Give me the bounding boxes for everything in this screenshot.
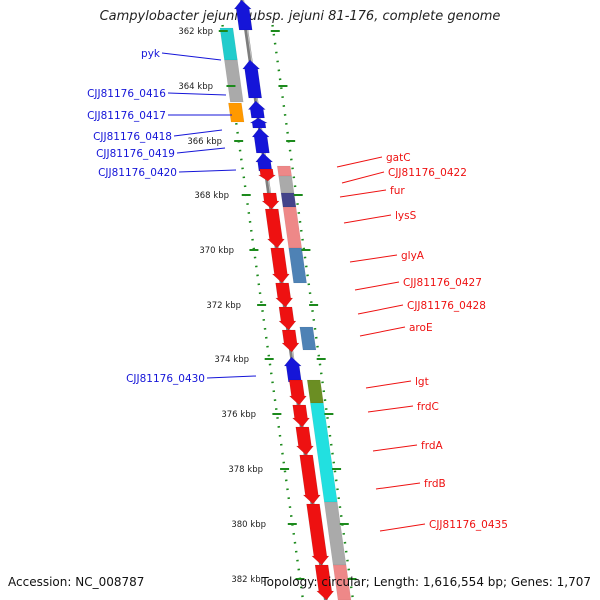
ruler-label: 380 kbp: [231, 520, 266, 530]
genome-stats-text: Topology: circular; Length: 1,616,554 bp…: [261, 575, 591, 589]
gene-label-reverse[interactable]: CJJ81176_0428: [407, 300, 486, 312]
gene-label-reverse[interactable]: aroE: [409, 322, 433, 334]
map-title: Campylobacter jejuni subsp. jejuni 81-17…: [99, 9, 501, 24]
gene-arrow-reverse: [275, 282, 294, 308]
gene-label-reverse[interactable]: glyA: [401, 250, 425, 262]
gene-arrow-forward: [242, 59, 263, 99]
feature-tracks: [219, 27, 352, 600]
gene-label-reverse[interactable]: gatC: [386, 152, 411, 164]
gene-label-reverse[interactable]: frdC: [417, 401, 439, 413]
gene-label-reverse[interactable]: lgt: [415, 376, 429, 388]
gene-label-forward[interactable]: CJJ81176_0416: [87, 88, 166, 100]
accession-text: Accession: NC_008787: [8, 575, 145, 589]
gene-label-reverse[interactable]: lysS: [395, 210, 417, 222]
gene-label-reverse[interactable]: fur: [390, 185, 405, 197]
gene-arrows: [233, 0, 335, 600]
gene-label-reverse[interactable]: CJJ81176_0427: [403, 277, 482, 289]
gene-label-forward[interactable]: CJJ81176_0420: [98, 167, 177, 179]
gene-arrow-reverse: [264, 208, 285, 249]
ruler-label: 364 kbp: [178, 82, 213, 92]
ruler-label: 366 kbp: [187, 137, 222, 147]
gene-arrow-reverse: [281, 329, 300, 353]
feature-block: [332, 564, 352, 600]
ruler: 362 kbp 364 kbp 366 kbp 368 kbp 370 kbp 372 k…: [178, 27, 357, 585]
gene-label-forward[interactable]: CJJ81176_0418: [93, 131, 172, 143]
gene-arrow-reverse: [306, 503, 330, 566]
gene-arrow-reverse: [314, 564, 335, 600]
gene-label-forward[interactable]: CJJ81176_0430: [126, 373, 205, 385]
gene-arrow-reverse: [278, 306, 297, 331]
ruler-label: 382 kbp: [231, 575, 266, 585]
feature-block: [228, 102, 245, 123]
gene-label-reverse[interactable]: CJJ81176_0435: [429, 519, 508, 531]
feature-block: [306, 379, 324, 404]
gene-arrow-reverse: [270, 247, 290, 284]
gene-arrow-forward: [283, 356, 302, 383]
ruler-label: 374 kbp: [214, 355, 249, 365]
gene-arrow-reverse: [261, 192, 280, 210]
gene-label-reverse[interactable]: CJJ81176_0422: [388, 167, 467, 179]
feature-block: [276, 165, 292, 177]
gene-arrow-forward: [255, 152, 274, 172]
feature-block: [224, 59, 244, 103]
ruler-label: 376 kbp: [221, 410, 256, 420]
feature-block: [278, 175, 295, 194]
gene-arrow-forward: [247, 100, 266, 119]
gene-arrow-forward: [249, 117, 268, 129]
gene-labels: pyk CJJ81176_0416 CJJ81176_0417 CJJ81176_04…: [87, 48, 508, 532]
feature-block: [299, 326, 317, 351]
ruler-label: 378 kbp: [228, 465, 263, 475]
gene-label-reverse[interactable]: frdA: [421, 440, 443, 452]
ruler-label: 368 kbp: [194, 191, 229, 201]
feature-block: [219, 27, 238, 61]
gene-arrow-reverse: [291, 404, 311, 428]
gene-label-forward[interactable]: CJJ81176_0417: [87, 110, 166, 122]
gene-label-forward[interactable]: pyk: [141, 48, 161, 60]
gene-arrow-reverse: [257, 168, 277, 182]
gene-arrow-forward: [233, 0, 253, 31]
feature-block: [288, 247, 307, 284]
gene-arrow-reverse: [295, 426, 314, 456]
gene-arrow-forward: [251, 127, 270, 154]
ruler-label: 370 kbp: [199, 246, 234, 256]
gene-arrow-reverse: [288, 379, 307, 406]
ruler-label: 372 kbp: [206, 301, 241, 311]
gene-arrow-reverse: [299, 454, 321, 505]
gene-label-forward[interactable]: CJJ81176_0419: [96, 148, 175, 160]
ruler-label: 362 kbp: [178, 27, 213, 37]
gene-label-reverse[interactable]: frdB: [424, 478, 446, 490]
